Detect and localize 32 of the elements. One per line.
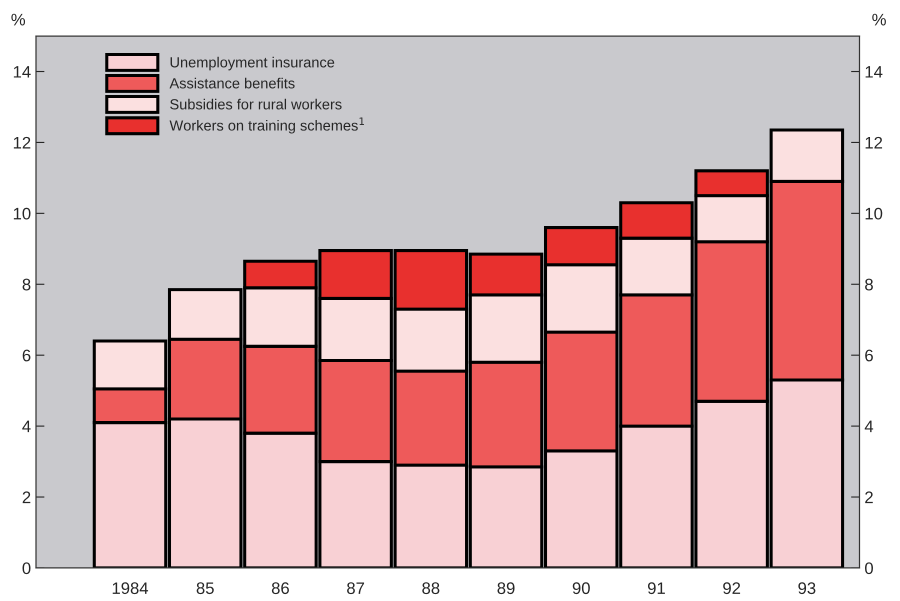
x-tick-label: 86 <box>272 582 289 594</box>
y2-tick-label: 10 <box>866 208 882 220</box>
y2-axis-title: % <box>872 14 886 26</box>
y2-tick-label: 14 <box>866 66 882 78</box>
y-tick-label: 14 <box>14 66 31 78</box>
y2-tick-label: 4 <box>864 420 874 432</box>
x-tick-label: 93 <box>798 582 816 594</box>
legend-label: Workers on training schemes$^{1}$ <box>170 118 364 134</box>
x-tick-label: 87 <box>347 582 364 594</box>
y2-tick-label: 6 <box>865 350 873 362</box>
x-tick-label: 88 <box>422 582 440 594</box>
y-axis-title: % <box>11 14 26 26</box>
x-tick-label: 1984 <box>112 582 148 594</box>
x-tick-label: 91 <box>648 582 665 594</box>
y2-tick-label: 8 <box>865 278 873 290</box>
y-tick-label: 8 <box>22 278 30 290</box>
y-tick-label: 4 <box>22 420 31 432</box>
legend-label: Assistance benefits <box>170 78 295 88</box>
x-tick-label: 85 <box>196 582 214 594</box>
y-tick-label: 10 <box>14 208 30 220</box>
y-tick-label: 2 <box>22 491 30 504</box>
y-tick-label: 6 <box>22 350 30 362</box>
y-tick-label: 12 <box>14 136 30 148</box>
x-tick-label: 89 <box>497 582 515 594</box>
x-tick-label: 92 <box>723 582 740 594</box>
legend-label: Subsidies for rural workers <box>170 98 342 110</box>
y2-tick-label: 0 <box>865 562 873 574</box>
legend-label: Unemployment insurance <box>170 56 334 70</box>
y2-tick-label: 2 <box>865 491 873 504</box>
x-tick-label: 90 <box>572 582 590 594</box>
y-tick-label: 0 <box>22 562 30 574</box>
y2-tick-label: 12 <box>866 136 882 148</box>
